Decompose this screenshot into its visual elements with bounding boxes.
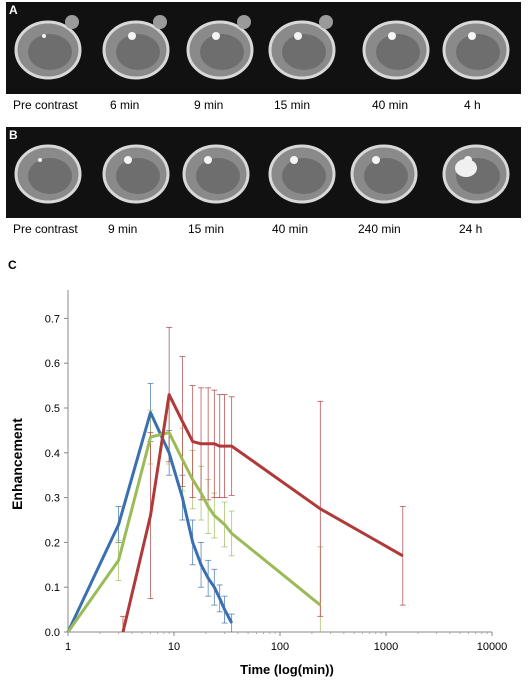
series-line [121, 393, 404, 633]
panel-a-caption: 6 min [110, 98, 140, 112]
y-axis-label: Enhancement [9, 418, 25, 510]
mri-panel-a: A [6, 2, 521, 94]
mri-scan-image [102, 144, 170, 204]
panel-a-caption: Pre contrast [13, 98, 78, 112]
mri-panel-b: B [6, 127, 521, 218]
x-tick-label: 100 [271, 641, 289, 653]
panel-b-captions: Pre contrast 9 min 15 min 40 min 240 min… [0, 222, 528, 238]
y-tick-label: 0.5 [45, 403, 60, 415]
panel-b-caption: 24 h [459, 222, 483, 236]
y-tick-label: 0.0 [45, 627, 60, 639]
chart-axes [64, 290, 493, 636]
chart-tick-labels: 0.0 0.1 0.2 0.3 0.4 0.5 0.6 0.7 1 10 100 1000 10000 [45, 313, 508, 653]
mri-scan-image [102, 15, 170, 80]
panel-b-caption: 9 min [108, 222, 138, 236]
mri-scan-image [182, 144, 250, 204]
mri-scan-image [186, 15, 254, 80]
x-tick-label: 1000 [374, 641, 398, 653]
y-tick-label: 0.6 [45, 358, 60, 370]
panel-b-caption: 240 min [358, 222, 401, 236]
panel-b-label: B [9, 128, 18, 142]
panel-c-label: C [8, 258, 17, 272]
panel-b-caption: Pre contrast [13, 222, 78, 236]
mri-scan-image [14, 15, 82, 80]
mri-scan-image [14, 144, 82, 204]
mri-scan-image [268, 15, 336, 80]
panel-a-label: A [9, 3, 18, 17]
panel-a-captions: Pre contrast 6 min 9 min 15 min 40 min 4… [0, 98, 528, 114]
mri-scan-image [442, 20, 510, 80]
panel-b-caption: 15 min [188, 222, 225, 236]
panel-a-caption: 4 h [464, 98, 481, 112]
x-axis-label: Time (log(min)) [240, 662, 334, 677]
x-tick-label: 1 [65, 641, 71, 653]
chart-error-bars [115, 326, 406, 632]
y-tick-label: 0.2 [45, 537, 60, 549]
y-tick-label: 0.1 [45, 582, 60, 594]
panel-a-caption: 9 min [194, 98, 224, 112]
chart-series-lines [66, 393, 404, 633]
mri-scan-image [350, 144, 418, 204]
mri-scan-image [268, 144, 336, 204]
y-tick-label: 0.4 [45, 448, 60, 460]
series-line [66, 411, 234, 633]
panel-b-caption: 40 min [272, 222, 309, 236]
y-tick-label: 0.7 [45, 313, 60, 325]
y-tick-label: 0.3 [45, 493, 60, 505]
panel-a-caption: 15 min [274, 98, 311, 112]
series-line [66, 431, 322, 633]
mri-scan-image [442, 144, 510, 204]
mri-scan-image [362, 20, 430, 80]
enhancement-chart: 0.00.10.20.30.40.50.60.71 10 100 1000 10000 … [9, 290, 508, 677]
panel-a-caption: 40 min [372, 98, 409, 112]
x-tick-label: 10000 [477, 641, 508, 653]
x-tick-label: 10 [168, 641, 180, 653]
